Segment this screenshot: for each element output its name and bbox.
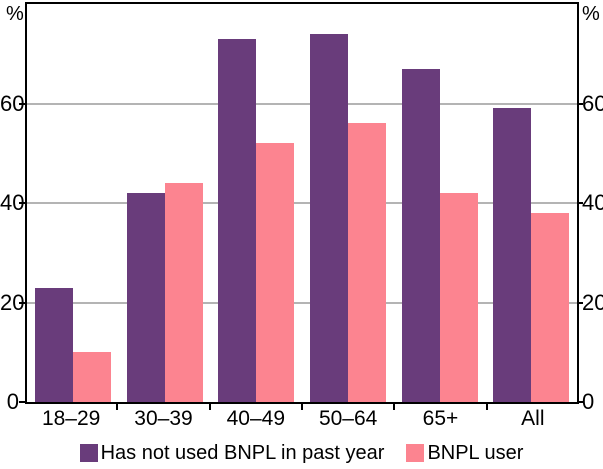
y-axis-unit-left: % [6, 3, 24, 25]
bar-18–29-series1 [72, 352, 111, 402]
x-category-label-5: All [521, 407, 545, 430]
bar-50–64-series0 [309, 33, 348, 402]
y-tick-label-right-20: 20 [582, 289, 603, 315]
bar-40–49-series0 [218, 38, 257, 402]
y-tick-mark-left-60 [19, 102, 25, 105]
bar-65+-series0 [401, 68, 440, 402]
x-tick-mark-1 [116, 404, 119, 410]
bar-40–49-series1 [256, 143, 295, 402]
legend-item-bnpl-user: BNPL user [406, 441, 523, 465]
y-tick-mark-right-20 [577, 301, 583, 304]
y-axis-unit-right: % [582, 3, 600, 25]
legend-swatch-bnpl-user [406, 444, 425, 462]
y-tick-label-right-0: 0 [582, 389, 595, 414]
y-tick-mark-left-0 [19, 401, 25, 403]
y-tick-mark-right-40 [577, 202, 583, 204]
legend-item-has-not-used: Has not used BNPL in past year [79, 441, 385, 465]
x-category-label-1: 30–39 [134, 407, 193, 430]
gridline-40 [27, 202, 577, 204]
y-tick-label-right-40: 40 [582, 190, 603, 215]
bar-18–29-series0 [34, 287, 73, 402]
legend: Has not used BNPL in past year BNPL user [0, 441, 603, 465]
bar-30–39-series0 [126, 193, 165, 402]
y-tick-label-left-60: 60 [0, 90, 25, 116]
gridline-60 [27, 102, 577, 105]
bar-All-series0 [493, 108, 532, 402]
x-tick-mark-4 [393, 404, 396, 410]
y-tick-label-left-40: 40 [0, 190, 25, 215]
bar-50–64-series1 [347, 123, 386, 402]
y-tick-label-left-0: 0 [6, 389, 19, 414]
y-tick-mark-left-20 [19, 301, 25, 304]
x-category-label-4: 65+ [422, 407, 459, 430]
bar-All-series1 [531, 212, 570, 402]
y-tick-mark-right-0 [577, 401, 583, 403]
x-category-label-3: 50–64 [318, 407, 378, 430]
bar-65+-series1 [439, 193, 478, 402]
x-tick-mark-2 [208, 404, 211, 410]
legend-swatch-has-not-used [79, 444, 98, 462]
x-tick-mark-3 [301, 404, 303, 410]
bar-30–39-series1 [164, 183, 203, 402]
legend-label-has-not-used: Has not used BNPL in past year [100, 442, 385, 464]
plot-area [25, 2, 579, 404]
y-tick-mark-left-40 [19, 202, 25, 204]
x-tick-mark-5 [485, 404, 488, 410]
y-tick-label-left-20: 20 [0, 289, 25, 315]
x-category-label-0: 18–29 [41, 407, 101, 430]
y-tick-label-right-60: 60 [582, 90, 603, 116]
legend-label-bnpl-user: BNPL user [427, 442, 524, 464]
gridline-20 [27, 301, 577, 304]
x-category-label-2: 40–49 [226, 407, 286, 430]
y-tick-mark-right-60 [577, 102, 583, 105]
